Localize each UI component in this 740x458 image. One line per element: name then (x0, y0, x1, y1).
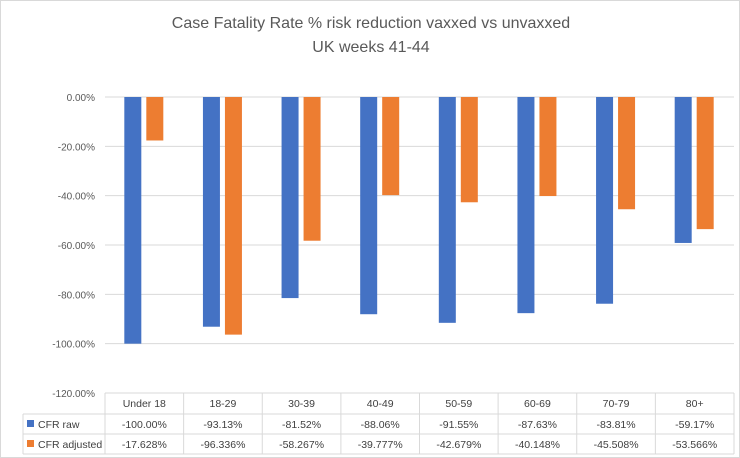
legend-key (27, 420, 34, 427)
data-table-value: -91.55% (439, 419, 478, 431)
chart-title: Case Fatality Rate % risk reduction vaxx… (172, 15, 570, 32)
category-label: 80+ (686, 398, 704, 410)
bar-cfr-raw (438, 97, 456, 323)
data-table-value: -17.628% (122, 439, 167, 451)
category-label: 40-49 (367, 398, 394, 410)
data-table-value: -88.06% (361, 419, 400, 431)
y-tick-label: -20.00% (58, 142, 95, 153)
bar-cfr-raw (124, 97, 142, 344)
bar-cfr-adjusted (224, 97, 242, 335)
y-tick-label: -80.00% (58, 290, 95, 301)
data-table-value: -81.52% (282, 419, 321, 431)
data-table-value: -59.17% (675, 419, 714, 431)
bar-cfr-raw (360, 97, 378, 315)
y-tick-label: -60.00% (58, 241, 95, 252)
bar-cfr-raw (596, 97, 614, 304)
data-table-value: -45.508% (594, 439, 639, 451)
data-table-value: -93.13% (203, 419, 242, 431)
y-tick-label: -100.00% (52, 340, 95, 351)
category-label: Under 18 (123, 398, 166, 410)
bar-cfr-adjusted (382, 97, 400, 196)
chart-subtitle: UK weeks 41-44 (312, 39, 429, 56)
data-table-value: -53.566% (672, 439, 717, 451)
bar-cfr-adjusted (460, 97, 478, 203)
data-table-value: -39.777% (358, 439, 403, 451)
bar-cfr-adjusted (696, 97, 714, 230)
data-table-value: -42.679% (436, 439, 481, 451)
bar-cfr-raw (674, 97, 692, 243)
bar-cfr-adjusted (146, 97, 164, 141)
y-tick-label: -40.00% (58, 192, 95, 203)
bar-cfr-adjusted (539, 97, 557, 197)
legend-label: CFR raw (38, 419, 80, 431)
y-tick-label: 0.00% (67, 93, 95, 104)
y-tick-label: -120.00% (52, 389, 95, 400)
category-label: 30-39 (288, 398, 315, 410)
category-label: 50-59 (445, 398, 472, 410)
category-label: 18-29 (210, 398, 237, 410)
bar-cfr-adjusted (618, 97, 636, 210)
bar-cfr-adjusted (303, 97, 321, 241)
legend-label: CFR adjusted (38, 439, 102, 451)
bar-cfr-raw (517, 97, 535, 314)
category-label: 70-79 (603, 398, 630, 410)
data-table-value: -83.81% (597, 419, 636, 431)
category-label: 60-69 (524, 398, 551, 410)
bar-cfr-raw (281, 97, 299, 299)
data-table-value: -96.336% (200, 439, 245, 451)
data-table-value: -40.148% (515, 439, 560, 451)
data-table-value: -100.00% (122, 419, 167, 431)
bar-cfr-raw (202, 97, 220, 327)
data-table-value: -58.267% (279, 439, 324, 451)
data-table-value: -87.63% (518, 419, 557, 431)
legend-key (27, 440, 34, 447)
